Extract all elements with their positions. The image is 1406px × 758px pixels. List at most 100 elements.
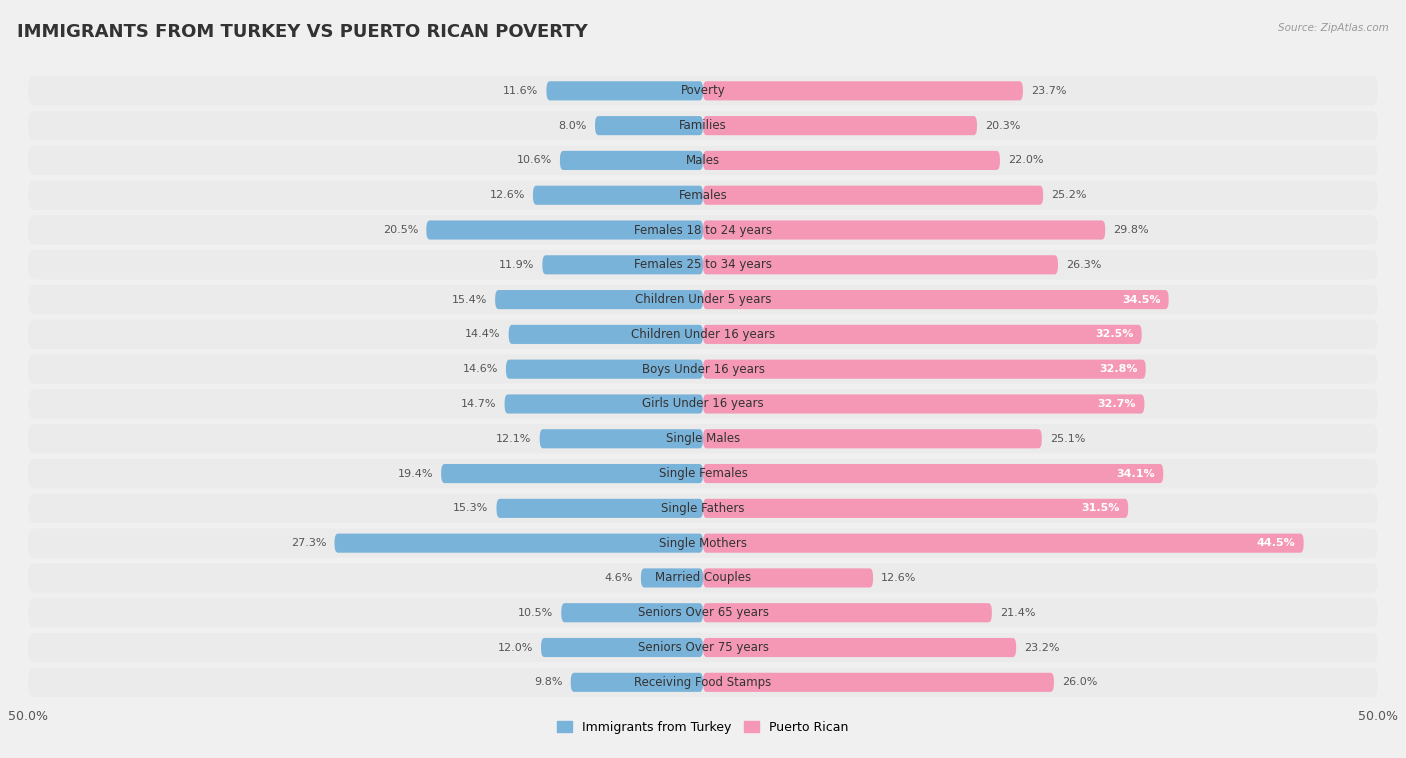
Text: 32.8%: 32.8% bbox=[1099, 364, 1137, 374]
Text: 32.5%: 32.5% bbox=[1095, 330, 1133, 340]
FancyBboxPatch shape bbox=[703, 499, 1128, 518]
Text: 9.8%: 9.8% bbox=[534, 678, 562, 688]
Text: 34.1%: 34.1% bbox=[1116, 468, 1156, 478]
Text: 23.7%: 23.7% bbox=[1031, 86, 1067, 96]
Text: Females 25 to 34 years: Females 25 to 34 years bbox=[634, 258, 772, 271]
FancyBboxPatch shape bbox=[533, 186, 703, 205]
FancyBboxPatch shape bbox=[28, 285, 1378, 315]
FancyBboxPatch shape bbox=[28, 424, 1378, 453]
FancyBboxPatch shape bbox=[28, 320, 1378, 349]
Text: 14.7%: 14.7% bbox=[461, 399, 496, 409]
Text: IMMIGRANTS FROM TURKEY VS PUERTO RICAN POVERTY: IMMIGRANTS FROM TURKEY VS PUERTO RICAN P… bbox=[17, 23, 588, 41]
Text: Seniors Over 65 years: Seniors Over 65 years bbox=[637, 606, 769, 619]
FancyBboxPatch shape bbox=[28, 180, 1378, 210]
FancyBboxPatch shape bbox=[28, 390, 1378, 418]
FancyBboxPatch shape bbox=[28, 355, 1378, 384]
Text: Children Under 16 years: Children Under 16 years bbox=[631, 328, 775, 341]
FancyBboxPatch shape bbox=[28, 250, 1378, 280]
FancyBboxPatch shape bbox=[441, 464, 703, 483]
Text: 29.8%: 29.8% bbox=[1114, 225, 1149, 235]
FancyBboxPatch shape bbox=[28, 598, 1378, 628]
Text: Boys Under 16 years: Boys Under 16 years bbox=[641, 362, 765, 376]
FancyBboxPatch shape bbox=[335, 534, 703, 553]
Text: 26.3%: 26.3% bbox=[1066, 260, 1101, 270]
Text: 25.1%: 25.1% bbox=[1050, 434, 1085, 443]
FancyBboxPatch shape bbox=[543, 255, 703, 274]
Text: Males: Males bbox=[686, 154, 720, 167]
FancyBboxPatch shape bbox=[641, 568, 703, 587]
Text: 25.2%: 25.2% bbox=[1052, 190, 1087, 200]
FancyBboxPatch shape bbox=[703, 325, 1142, 344]
FancyBboxPatch shape bbox=[426, 221, 703, 240]
FancyBboxPatch shape bbox=[703, 464, 1163, 483]
Text: 19.4%: 19.4% bbox=[398, 468, 433, 478]
FancyBboxPatch shape bbox=[28, 633, 1378, 662]
Text: 32.7%: 32.7% bbox=[1098, 399, 1136, 409]
FancyBboxPatch shape bbox=[703, 568, 873, 587]
Text: Receiving Food Stamps: Receiving Food Stamps bbox=[634, 676, 772, 689]
Text: Seniors Over 75 years: Seniors Over 75 years bbox=[637, 641, 769, 654]
Text: Females: Females bbox=[679, 189, 727, 202]
FancyBboxPatch shape bbox=[28, 668, 1378, 697]
FancyBboxPatch shape bbox=[496, 499, 703, 518]
Text: 44.5%: 44.5% bbox=[1257, 538, 1295, 548]
Text: Married Couples: Married Couples bbox=[655, 572, 751, 584]
Text: 22.0%: 22.0% bbox=[1008, 155, 1043, 165]
Text: Source: ZipAtlas.com: Source: ZipAtlas.com bbox=[1278, 23, 1389, 33]
FancyBboxPatch shape bbox=[703, 116, 977, 135]
Text: Females 18 to 24 years: Females 18 to 24 years bbox=[634, 224, 772, 236]
Text: 11.9%: 11.9% bbox=[499, 260, 534, 270]
FancyBboxPatch shape bbox=[561, 603, 703, 622]
Text: 11.6%: 11.6% bbox=[503, 86, 538, 96]
Text: 15.4%: 15.4% bbox=[451, 295, 486, 305]
FancyBboxPatch shape bbox=[703, 221, 1105, 240]
Text: 27.3%: 27.3% bbox=[291, 538, 326, 548]
FancyBboxPatch shape bbox=[703, 429, 1042, 448]
Text: 31.5%: 31.5% bbox=[1081, 503, 1121, 513]
FancyBboxPatch shape bbox=[703, 603, 991, 622]
Text: Single Fathers: Single Fathers bbox=[661, 502, 745, 515]
Text: 20.3%: 20.3% bbox=[986, 121, 1021, 130]
Text: 23.2%: 23.2% bbox=[1024, 643, 1060, 653]
Text: Poverty: Poverty bbox=[681, 84, 725, 97]
Text: 20.5%: 20.5% bbox=[382, 225, 418, 235]
FancyBboxPatch shape bbox=[571, 673, 703, 692]
Text: Single Females: Single Females bbox=[658, 467, 748, 480]
FancyBboxPatch shape bbox=[703, 186, 1043, 205]
Text: 10.5%: 10.5% bbox=[517, 608, 553, 618]
FancyBboxPatch shape bbox=[560, 151, 703, 170]
Text: 8.0%: 8.0% bbox=[558, 121, 586, 130]
FancyBboxPatch shape bbox=[703, 394, 1144, 414]
FancyBboxPatch shape bbox=[28, 146, 1378, 175]
Text: 14.4%: 14.4% bbox=[465, 330, 501, 340]
FancyBboxPatch shape bbox=[703, 81, 1024, 100]
FancyBboxPatch shape bbox=[28, 77, 1378, 105]
FancyBboxPatch shape bbox=[28, 563, 1378, 593]
FancyBboxPatch shape bbox=[703, 638, 1017, 657]
Text: 21.4%: 21.4% bbox=[1000, 608, 1035, 618]
Text: 12.1%: 12.1% bbox=[496, 434, 531, 443]
Text: Families: Families bbox=[679, 119, 727, 132]
FancyBboxPatch shape bbox=[28, 528, 1378, 558]
FancyBboxPatch shape bbox=[703, 673, 1054, 692]
FancyBboxPatch shape bbox=[703, 534, 1303, 553]
Text: 14.6%: 14.6% bbox=[463, 364, 498, 374]
FancyBboxPatch shape bbox=[28, 111, 1378, 140]
Text: Children Under 5 years: Children Under 5 years bbox=[634, 293, 772, 306]
Text: Single Mothers: Single Mothers bbox=[659, 537, 747, 550]
FancyBboxPatch shape bbox=[547, 81, 703, 100]
FancyBboxPatch shape bbox=[703, 359, 1146, 379]
FancyBboxPatch shape bbox=[28, 215, 1378, 245]
FancyBboxPatch shape bbox=[28, 459, 1378, 488]
FancyBboxPatch shape bbox=[505, 394, 703, 414]
FancyBboxPatch shape bbox=[541, 638, 703, 657]
FancyBboxPatch shape bbox=[495, 290, 703, 309]
FancyBboxPatch shape bbox=[595, 116, 703, 135]
FancyBboxPatch shape bbox=[28, 493, 1378, 523]
Legend: Immigrants from Turkey, Puerto Rican: Immigrants from Turkey, Puerto Rican bbox=[557, 721, 849, 734]
Text: 12.0%: 12.0% bbox=[498, 643, 533, 653]
Text: 12.6%: 12.6% bbox=[489, 190, 524, 200]
Text: 12.6%: 12.6% bbox=[882, 573, 917, 583]
Text: Girls Under 16 years: Girls Under 16 years bbox=[643, 397, 763, 411]
FancyBboxPatch shape bbox=[703, 151, 1000, 170]
